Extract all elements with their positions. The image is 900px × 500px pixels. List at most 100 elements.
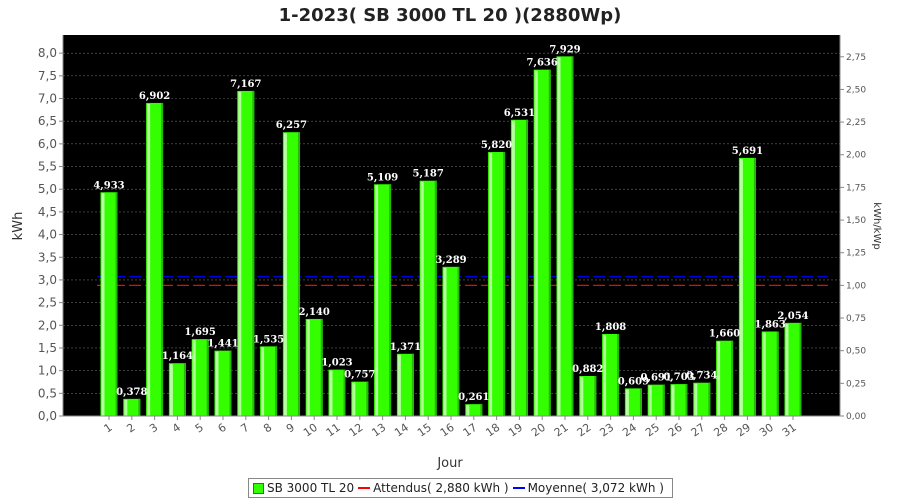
bar (305, 318, 323, 416)
bar-group (510, 119, 528, 417)
bar-highlight (169, 364, 173, 416)
bar (761, 331, 779, 416)
x-tick-label: 25 (643, 421, 662, 440)
bar-highlight (215, 351, 219, 416)
y-tick-label: 7,5 (38, 69, 57, 83)
bar (488, 152, 506, 416)
bar-highlight (534, 70, 538, 416)
x-tick-label: 6 (216, 421, 229, 436)
bar-highlight (762, 332, 766, 416)
x-tick-label: 10 (301, 421, 320, 440)
bar-shadow (480, 404, 483, 416)
bar-group (488, 152, 506, 416)
bar-shadow (548, 69, 551, 416)
data-label: 7,636 (527, 58, 558, 69)
x-tick-label: 8 (261, 421, 274, 436)
x-tick-label: 30 (757, 421, 776, 440)
bar-group (237, 90, 255, 416)
bar-highlight (238, 91, 242, 416)
legend-item-expected: Attendus( 2,880 kWh ) (358, 481, 509, 495)
y-tick-label: 1,0 (38, 364, 57, 378)
bar-group (647, 384, 665, 416)
bar (556, 56, 574, 416)
bar-highlight (147, 103, 151, 416)
y2-tick-label: 1,25 (846, 249, 866, 259)
bar-group (670, 384, 688, 416)
bar-group (442, 266, 460, 416)
bar-shadow (639, 388, 642, 416)
bar (784, 322, 802, 416)
x-tick-label: 16 (438, 421, 457, 440)
bar-highlight (420, 181, 424, 416)
x-tick-label: 28 (711, 421, 730, 440)
bar (624, 388, 642, 416)
bar-shadow (389, 184, 392, 416)
y-axis-right: 0,00 0,25 0,50 0,75 1,00 1,25 1,50 1,75 2,00 2,25… (839, 35, 866, 422)
bar-shadow (503, 152, 506, 416)
bar-shadow (799, 322, 802, 416)
data-label: 2,054 (777, 311, 808, 322)
bar-shadow (206, 339, 209, 416)
bar-highlight (625, 389, 629, 416)
y2-tick-label: 0,25 (846, 379, 866, 389)
bar-shadow (343, 369, 346, 416)
bar-group (305, 318, 323, 416)
bar-shadow (161, 102, 164, 416)
legend-swatch-bar (253, 482, 264, 494)
data-label: 5,820 (481, 140, 512, 151)
y-tick-label: 8,0 (38, 46, 57, 60)
data-label: 0,734 (686, 371, 717, 382)
bar-shadow (731, 340, 734, 416)
bar (510, 119, 528, 417)
data-label: 6,531 (504, 108, 535, 119)
bar-highlight (717, 341, 721, 416)
x-tick-label: 24 (620, 421, 639, 440)
x-tick-label: 17 (461, 421, 480, 440)
data-label: 1,164 (162, 351, 193, 362)
bar (214, 350, 232, 416)
legend-item-series: SB 3000 TL 20 (253, 481, 354, 495)
bar-shadow (525, 119, 528, 417)
bar (716, 340, 734, 416)
y-tick-label: 0,5 (38, 386, 57, 400)
bar (738, 157, 756, 416)
bar-shadow (229, 350, 232, 416)
y-tick-label: 1,5 (38, 341, 57, 355)
y-tick-label: 3,5 (38, 250, 57, 264)
y-tick-label: 7,0 (38, 92, 57, 106)
bar (670, 384, 688, 416)
data-label: 7,929 (549, 44, 580, 55)
data-label: 1,023 (321, 358, 352, 369)
bar-shadow (115, 192, 118, 416)
legend-swatch-average (512, 487, 525, 489)
bar-highlight (580, 376, 584, 416)
bar (282, 132, 300, 416)
bar-shadow (138, 398, 141, 416)
legend-series-label: SB 3000 TL 20 (267, 481, 355, 495)
bar-shadow (617, 333, 620, 416)
bar (465, 404, 483, 416)
bar-highlight (511, 120, 515, 417)
bar-group (579, 375, 597, 416)
bar-group (716, 340, 734, 416)
data-label: 7,167 (230, 79, 261, 90)
bar-shadow (685, 384, 688, 416)
bar-highlight (306, 319, 310, 416)
x-tick-label: 26 (666, 421, 685, 440)
y-tick-label: 5,0 (38, 182, 57, 196)
bar-shadow (366, 381, 369, 416)
y2-tick-label: 0,50 (846, 347, 866, 357)
data-label: 1,535 (253, 334, 284, 345)
legend-item-average: Moyenne( 3,072 kWh ) (512, 481, 664, 495)
data-label: 0,703 (663, 372, 694, 383)
bar (579, 375, 597, 416)
data-label: 0,378 (116, 387, 147, 398)
bar-highlight (261, 347, 265, 416)
y-tick-label: 2,5 (38, 296, 57, 310)
y-tick-label: 2,0 (38, 318, 57, 332)
bar-group (282, 132, 300, 416)
y2-tick-label: 1,00 (846, 281, 866, 291)
bar-group (465, 404, 483, 416)
bar-highlight (648, 385, 652, 416)
y2-tick-label: 1,75 (846, 183, 866, 193)
